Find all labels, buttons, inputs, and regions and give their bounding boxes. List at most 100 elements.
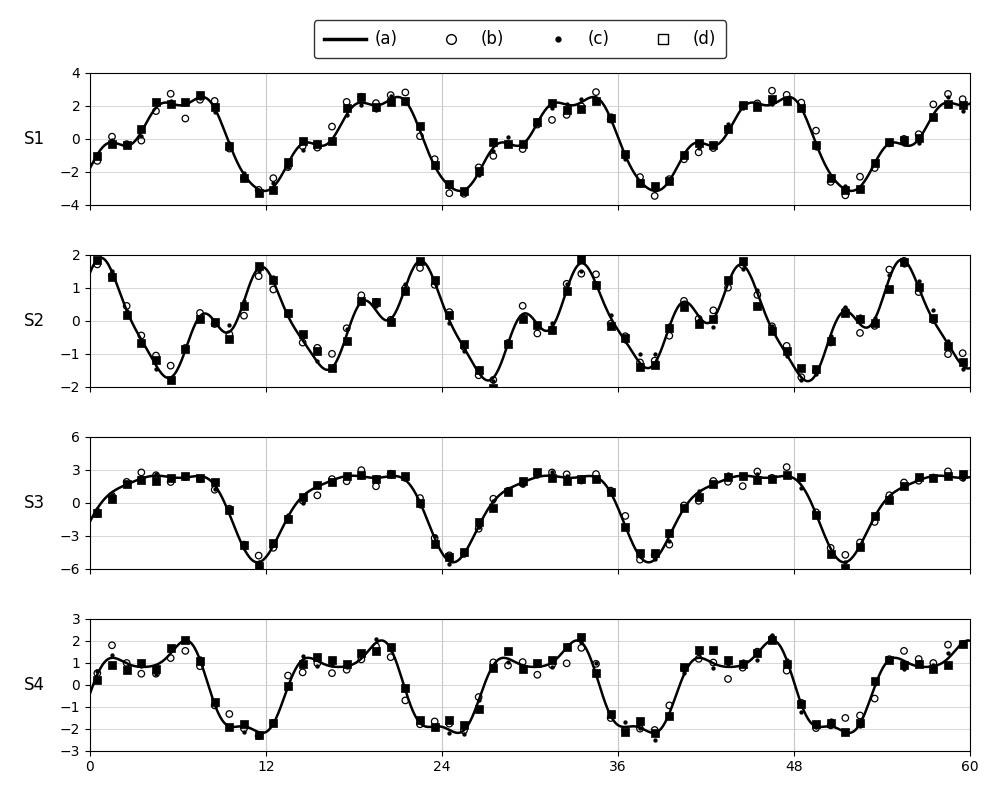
Point (632, 549, 648, 562)
Point (89, 674, 105, 687)
Point (573, 642, 589, 654)
Point (251, 559, 267, 572)
Point (808, 506, 824, 519)
Point (324, 659, 340, 672)
Point (163, 94, 179, 107)
Point (691, 313, 707, 326)
Point (515, 309, 531, 322)
Point (339, 658, 355, 671)
Point (940, 87, 956, 100)
Point (573, 636, 589, 649)
Point (793, 102, 809, 115)
Point (676, 661, 692, 674)
Point (383, 643, 399, 656)
Point (368, 633, 384, 646)
Point (867, 508, 883, 521)
Point (837, 726, 853, 739)
Point (133, 474, 149, 487)
Point (89, 253, 105, 266)
Point (896, 659, 912, 671)
Point (529, 327, 545, 340)
Point (309, 659, 325, 672)
Point (940, 340, 956, 353)
Point (544, 471, 560, 484)
Point (749, 467, 765, 480)
Point (221, 328, 237, 341)
Point (133, 659, 149, 672)
Point (749, 100, 765, 113)
Point (573, 102, 589, 115)
Point (867, 692, 883, 705)
Point (867, 678, 883, 691)
Point (119, 299, 135, 312)
Point (867, 161, 883, 174)
Point (177, 633, 193, 646)
Point (881, 492, 897, 505)
Point (251, 555, 267, 568)
Point (368, 100, 384, 113)
Point (515, 655, 531, 668)
Point (397, 86, 413, 99)
Point (867, 157, 883, 169)
Point (397, 684, 413, 696)
Point (837, 725, 853, 738)
Point (617, 332, 633, 345)
Point (236, 299, 252, 312)
Point (529, 467, 545, 480)
Point (471, 161, 487, 174)
Point (632, 177, 648, 190)
Point (339, 475, 355, 487)
Point (515, 475, 531, 487)
Point (412, 713, 428, 725)
Point (500, 337, 516, 349)
Point (705, 141, 721, 154)
Point (119, 139, 135, 152)
Point (617, 509, 633, 522)
Point (515, 143, 531, 156)
Legend: (a), (b), (c), (d): (a), (b), (c), (d) (314, 20, 726, 58)
Point (295, 144, 311, 157)
Point (515, 663, 531, 675)
Point (441, 549, 457, 562)
Point (207, 318, 223, 331)
Point (309, 479, 325, 491)
Point (808, 365, 824, 378)
Point (764, 320, 780, 332)
Point (353, 295, 369, 308)
Point (529, 318, 545, 331)
Point (236, 295, 252, 307)
Point (104, 134, 120, 147)
Point (280, 669, 296, 682)
Point (104, 489, 120, 502)
Point (148, 349, 164, 362)
Point (295, 337, 311, 349)
Point (647, 727, 663, 740)
Point (632, 361, 648, 374)
Point (955, 638, 971, 650)
Point (163, 471, 179, 484)
Point (471, 702, 487, 715)
Point (529, 657, 545, 670)
Point (456, 187, 472, 200)
Point (309, 657, 325, 670)
Point (412, 713, 428, 726)
Point (104, 270, 120, 282)
Point (265, 541, 281, 554)
Point (911, 472, 927, 485)
Point (383, 468, 399, 481)
Point (471, 169, 487, 182)
Point (236, 309, 252, 322)
Point (119, 660, 135, 673)
Point (324, 362, 340, 374)
Point (383, 467, 399, 480)
Point (104, 639, 120, 652)
Point (676, 299, 692, 312)
Point (588, 92, 604, 105)
Point (837, 555, 853, 568)
Point (485, 382, 501, 395)
Point (207, 483, 223, 495)
Point (192, 91, 208, 104)
Point (911, 658, 927, 671)
Point (500, 484, 516, 497)
Point (764, 628, 780, 641)
